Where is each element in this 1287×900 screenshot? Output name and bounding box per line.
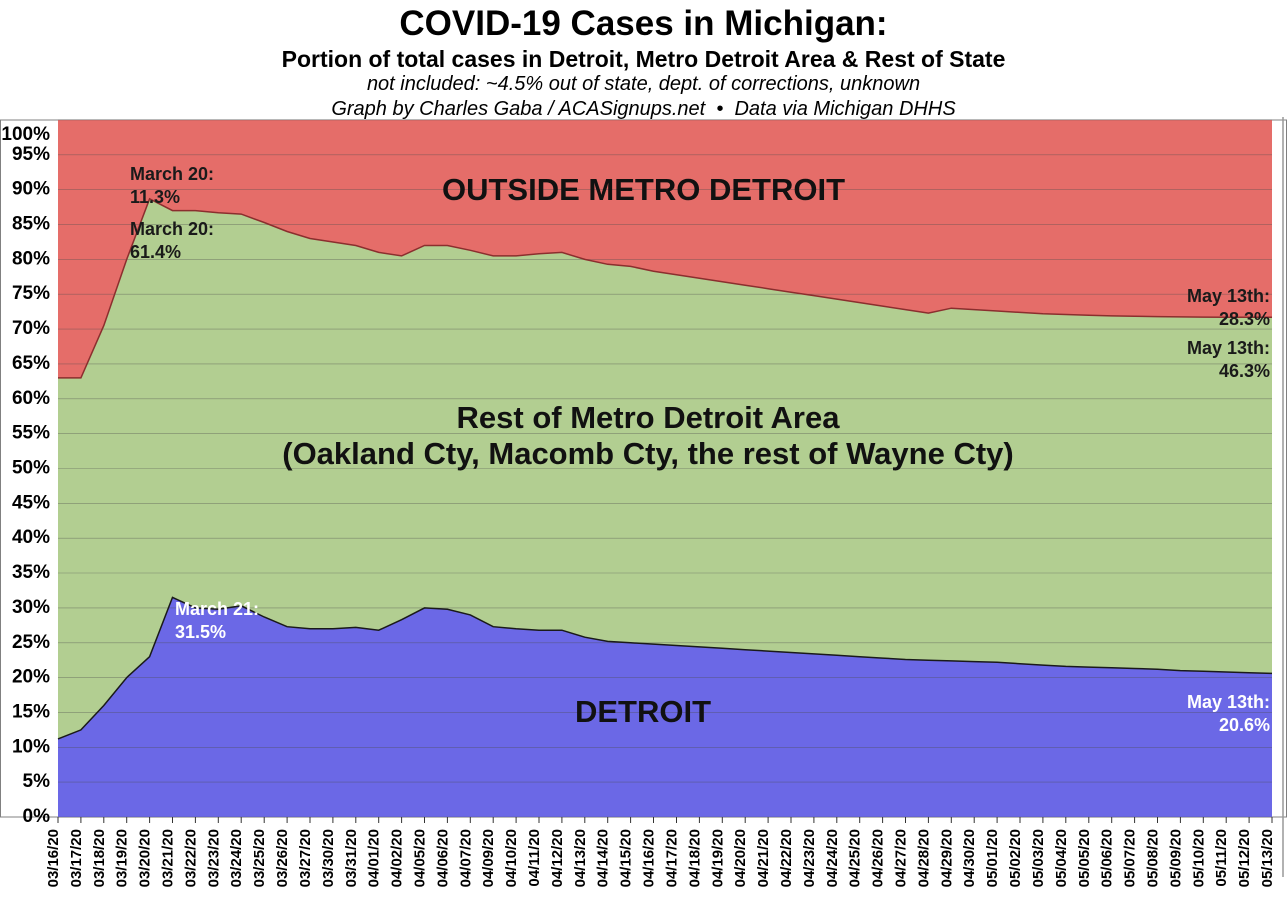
svg-text:0%: 0% xyxy=(23,806,51,827)
svg-text:04/09/20: 04/09/20 xyxy=(480,829,497,887)
svg-text:03/26/20: 03/26/20 xyxy=(274,829,291,887)
svg-text:05/09/20: 05/09/20 xyxy=(1167,829,1184,887)
svg-text:05/05/20: 05/05/20 xyxy=(1076,829,1093,887)
svg-text:85%: 85% xyxy=(12,214,50,235)
svg-text:04/01/20: 04/01/20 xyxy=(366,829,383,887)
svg-text:04/28/20: 04/28/20 xyxy=(915,829,932,887)
svg-text:45%: 45% xyxy=(12,492,50,513)
svg-text:35%: 35% xyxy=(12,562,50,583)
svg-text:04/30/20: 04/30/20 xyxy=(961,829,978,887)
svg-text:04/14/20: 04/14/20 xyxy=(595,829,612,887)
svg-text:65%: 65% xyxy=(12,353,50,374)
svg-text:03/21/20: 03/21/20 xyxy=(160,829,177,887)
svg-text:04/13/20: 04/13/20 xyxy=(572,829,589,887)
svg-text:04/24/20: 04/24/20 xyxy=(824,829,841,887)
svg-text:04/11/20: 04/11/20 xyxy=(526,829,543,887)
svg-text:03/31/20: 03/31/20 xyxy=(343,829,360,887)
svg-text:05/01/20: 05/01/20 xyxy=(984,829,1001,887)
svg-text:95%: 95% xyxy=(12,144,50,165)
svg-text:04/10/20: 04/10/20 xyxy=(503,829,520,887)
svg-text:90%: 90% xyxy=(12,179,50,200)
svg-text:04/18/20: 04/18/20 xyxy=(686,829,703,887)
svg-text:03/30/20: 03/30/20 xyxy=(320,829,337,887)
svg-text:80%: 80% xyxy=(12,248,50,269)
svg-text:30%: 30% xyxy=(12,597,50,618)
svg-text:04/22/20: 04/22/20 xyxy=(778,829,795,887)
svg-text:50%: 50% xyxy=(12,458,50,479)
svg-text:100%: 100% xyxy=(1,124,50,145)
svg-text:04/06/20: 04/06/20 xyxy=(434,829,451,887)
svg-text:05/08/20: 05/08/20 xyxy=(1145,829,1162,887)
svg-text:03/20/20: 03/20/20 xyxy=(137,829,154,887)
svg-text:05/02/20: 05/02/20 xyxy=(1007,829,1024,887)
svg-text:04/25/20: 04/25/20 xyxy=(847,829,864,887)
svg-text:40%: 40% xyxy=(12,527,50,548)
svg-text:04/05/20: 04/05/20 xyxy=(412,829,429,887)
svg-text:05/12/20: 05/12/20 xyxy=(1236,829,1253,887)
svg-text:25%: 25% xyxy=(12,632,50,653)
svg-text:03/27/20: 03/27/20 xyxy=(297,829,314,887)
svg-text:55%: 55% xyxy=(12,423,50,444)
svg-text:03/19/20: 03/19/20 xyxy=(114,829,131,887)
svg-text:04/29/20: 04/29/20 xyxy=(938,829,955,887)
svg-text:10%: 10% xyxy=(12,736,50,757)
svg-text:05/13/20: 05/13/20 xyxy=(1259,829,1276,887)
svg-text:05/10/20: 05/10/20 xyxy=(1190,829,1207,887)
svg-text:04/20/20: 04/20/20 xyxy=(732,829,749,887)
svg-text:03/25/20: 03/25/20 xyxy=(251,829,268,887)
svg-text:03/22/20: 03/22/20 xyxy=(182,829,199,887)
svg-text:03/17/20: 03/17/20 xyxy=(68,829,85,887)
svg-text:04/27/20: 04/27/20 xyxy=(893,829,910,887)
svg-text:04/17/20: 04/17/20 xyxy=(664,829,681,887)
svg-text:75%: 75% xyxy=(12,283,50,304)
svg-text:04/12/20: 04/12/20 xyxy=(549,829,566,887)
svg-text:04/21/20: 04/21/20 xyxy=(755,829,772,887)
svg-text:15%: 15% xyxy=(12,701,50,722)
svg-text:04/26/20: 04/26/20 xyxy=(870,829,887,887)
svg-text:03/18/20: 03/18/20 xyxy=(91,829,108,887)
svg-text:04/23/20: 04/23/20 xyxy=(801,829,818,887)
svg-text:04/15/20: 04/15/20 xyxy=(618,829,635,887)
svg-text:04/07/20: 04/07/20 xyxy=(457,829,474,887)
svg-text:60%: 60% xyxy=(12,388,50,409)
svg-text:05/07/20: 05/07/20 xyxy=(1122,829,1139,887)
svg-text:03/16/20: 03/16/20 xyxy=(45,829,62,887)
svg-text:03/24/20: 03/24/20 xyxy=(228,829,245,887)
svg-text:05/03/20: 05/03/20 xyxy=(1030,829,1047,887)
svg-text:05/11/20: 05/11/20 xyxy=(1213,829,1230,887)
svg-text:05/06/20: 05/06/20 xyxy=(1099,829,1116,887)
svg-text:03/23/20: 03/23/20 xyxy=(205,829,222,887)
svg-text:5%: 5% xyxy=(23,771,51,792)
svg-text:04/02/20: 04/02/20 xyxy=(389,829,406,887)
svg-text:04/16/20: 04/16/20 xyxy=(641,829,658,887)
svg-text:04/19/20: 04/19/20 xyxy=(709,829,726,887)
svg-text:05/04/20: 05/04/20 xyxy=(1053,829,1070,887)
svg-text:20%: 20% xyxy=(12,667,50,688)
svg-text:70%: 70% xyxy=(12,318,50,339)
